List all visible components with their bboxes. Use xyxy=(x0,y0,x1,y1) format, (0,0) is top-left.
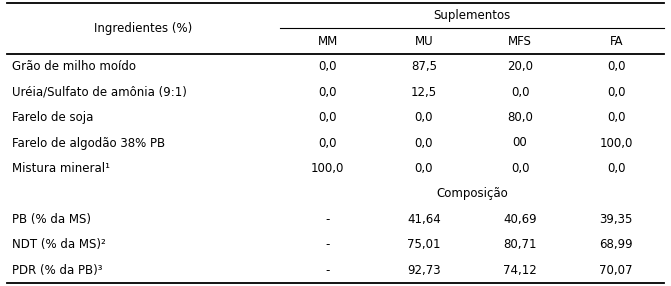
Text: Farelo de soja: Farelo de soja xyxy=(12,111,93,124)
Text: MM: MM xyxy=(317,35,338,47)
Text: 0,0: 0,0 xyxy=(607,86,625,99)
Text: 00: 00 xyxy=(513,136,527,150)
Text: -: - xyxy=(325,239,330,251)
Text: 80,71: 80,71 xyxy=(503,239,537,251)
Text: 0,0: 0,0 xyxy=(607,60,625,73)
Text: 100,0: 100,0 xyxy=(599,136,633,150)
Text: Ingredientes (%): Ingredientes (%) xyxy=(94,22,193,35)
Text: 75,01: 75,01 xyxy=(407,239,441,251)
Text: PDR (% da PB)³: PDR (% da PB)³ xyxy=(12,264,103,277)
Text: 87,5: 87,5 xyxy=(411,60,437,73)
Text: 74,12: 74,12 xyxy=(503,264,537,277)
Text: 80,0: 80,0 xyxy=(507,111,533,124)
Text: 92,73: 92,73 xyxy=(407,264,441,277)
Text: Uréia/Sulfato de amônia (9:1): Uréia/Sulfato de amônia (9:1) xyxy=(12,86,187,99)
Text: NDT (% da MS)²: NDT (% da MS)² xyxy=(12,239,106,251)
Text: 0,0: 0,0 xyxy=(319,86,337,99)
Text: FA: FA xyxy=(609,35,623,47)
Text: -: - xyxy=(325,213,330,226)
Text: Farelo de algodão 38% PB: Farelo de algodão 38% PB xyxy=(12,136,165,150)
Text: 40,69: 40,69 xyxy=(503,213,537,226)
Text: MFS: MFS xyxy=(508,35,532,47)
Text: Suplementos: Suplementos xyxy=(433,9,511,22)
Text: 0,0: 0,0 xyxy=(511,162,529,175)
Text: 12,5: 12,5 xyxy=(411,86,437,99)
Text: 0,0: 0,0 xyxy=(415,136,433,150)
Text: 100,0: 100,0 xyxy=(311,162,344,175)
Text: 0,0: 0,0 xyxy=(319,60,337,73)
Text: 41,64: 41,64 xyxy=(407,213,441,226)
Text: 0,0: 0,0 xyxy=(607,111,625,124)
Text: 0,0: 0,0 xyxy=(415,162,433,175)
Text: 0,0: 0,0 xyxy=(319,111,337,124)
Text: -: - xyxy=(325,264,330,277)
Text: 68,99: 68,99 xyxy=(599,239,633,251)
Text: MU: MU xyxy=(415,35,433,47)
Text: 20,0: 20,0 xyxy=(507,60,533,73)
Text: Composição: Composição xyxy=(436,187,508,200)
Text: Grão de milho moído: Grão de milho moído xyxy=(12,60,136,73)
Text: PB (% da MS): PB (% da MS) xyxy=(12,213,91,226)
Text: 70,07: 70,07 xyxy=(599,264,633,277)
Text: 0,0: 0,0 xyxy=(607,162,625,175)
Text: Mistura mineral¹: Mistura mineral¹ xyxy=(12,162,110,175)
Text: 0,0: 0,0 xyxy=(511,86,529,99)
Text: 0,0: 0,0 xyxy=(415,111,433,124)
Text: 0,0: 0,0 xyxy=(319,136,337,150)
Text: 39,35: 39,35 xyxy=(599,213,633,226)
